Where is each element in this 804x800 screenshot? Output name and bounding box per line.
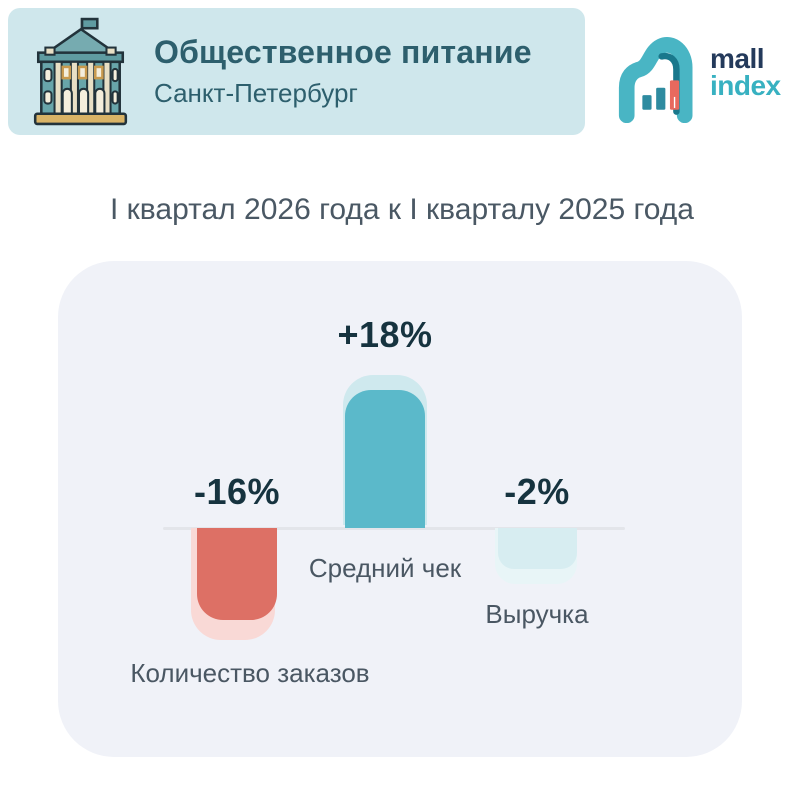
brand-logo: mall index — [612, 18, 797, 128]
chart-baseline — [163, 527, 625, 530]
logo-wordmark: mall index — [710, 43, 781, 101]
header-text: Общественное питание Санкт-Петербург — [154, 34, 532, 109]
comparison-title: I квартал 2026 года к I кварталу 2025 го… — [109, 193, 694, 226]
chart-card: -16% +18% -2% Количество заказов Средний… — [58, 261, 742, 757]
mall-arch-bar-chart-icon — [618, 37, 693, 123]
header-banner: Общественное питание Санкт-Петербург — [8, 8, 585, 135]
value-label-revenue: -2% — [504, 471, 570, 512]
bar-orders — [197, 528, 277, 620]
bar-average-check — [345, 390, 425, 528]
logo-word-mall: mall — [710, 43, 765, 75]
value-label-orders: -16% — [193, 471, 281, 512]
category-label-average-check: Средний чек — [308, 553, 462, 583]
logo-word-index: index — [710, 70, 781, 101]
category-label-orders: Количество заказов — [130, 658, 370, 688]
category-label-revenue: Выручка — [485, 599, 589, 629]
header-subtitle: Санкт-Петербург — [154, 78, 358, 108]
value-label-average-check: +18% — [337, 314, 433, 355]
palace-building-icon — [33, 17, 128, 125]
header-title: Общественное питание — [154, 34, 532, 70]
bar-revenue — [498, 528, 577, 569]
